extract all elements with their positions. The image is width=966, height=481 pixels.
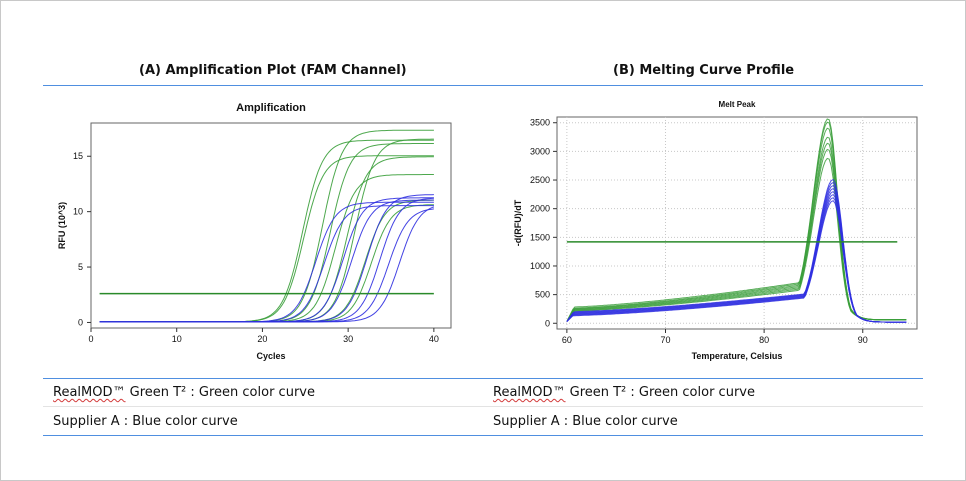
brand-name: RealMOD™ <box>493 385 566 400</box>
y-tick-label: 15 <box>73 151 83 161</box>
y-tick-label: 1500 <box>530 232 550 242</box>
y-axis-label: -d(RFU)/dT <box>513 199 523 246</box>
header-rule <box>43 85 923 86</box>
blue-melt-curve <box>566 200 907 323</box>
x-tick-label: 40 <box>429 334 439 344</box>
y-tick-label: 3500 <box>530 118 550 128</box>
x-tick-label: 90 <box>858 335 868 345</box>
y-tick-label: 2500 <box>530 175 550 185</box>
legend-green-text: Green T² : Green color curve <box>125 385 315 400</box>
green-melt-curve <box>566 157 907 322</box>
x-tick-label: 0 <box>88 334 93 344</box>
x-tick-label: 30 <box>343 334 353 344</box>
legend-green-left: RealMOD™ Green T² : Green color curve <box>53 385 315 400</box>
legend-blue-left: Supplier A : Blue color curve <box>53 414 238 429</box>
legend-blue-right: Supplier A : Blue color curve <box>493 414 678 429</box>
chart-title: Melt Peak <box>719 100 756 109</box>
x-tick-label: 70 <box>660 335 670 345</box>
y-tick-label: 2000 <box>530 204 550 214</box>
y-tick-label: 5 <box>78 262 83 272</box>
y-tick-label: 500 <box>535 290 550 300</box>
plot-area <box>90 122 452 329</box>
panel-a-title: (A) Amplification Plot (FAM Channel) <box>139 63 407 78</box>
x-axis-label: Temperature, Celsius <box>692 351 783 361</box>
legend-bottom-rule <box>43 435 923 436</box>
y-tick-label: 0 <box>545 318 550 328</box>
x-tick-label: 20 <box>257 334 267 344</box>
y-tick-label: 10 <box>73 207 83 217</box>
y-tick-label: 0 <box>78 317 83 327</box>
legend-mid-rule <box>43 406 923 407</box>
y-tick-label: 3000 <box>530 146 550 156</box>
melt-peak-chart: Melt Peak 60 70 80 90 0 500 1000 1500 2000 2500 300… <box>513 100 918 361</box>
legend-green-text: Green T² : Green color curve <box>565 385 755 400</box>
x-axis-label: Cycles <box>256 351 285 361</box>
legend-green-right: RealMOD™ Green T² : Green color curve <box>493 385 755 400</box>
brand-name: RealMOD™ <box>53 385 126 400</box>
blue-amplification-curve <box>99 206 435 323</box>
y-tick-label: 1000 <box>530 261 550 271</box>
panel-b-title: (B) Melting Curve Profile <box>613 63 795 78</box>
x-tick-label: 10 <box>172 334 182 344</box>
legend-top-rule <box>43 378 923 379</box>
x-tick-label: 60 <box>562 335 572 345</box>
y-axis-label: RFU (10^3) <box>57 202 67 249</box>
amplification-chart: Amplification 0 10 20 30 40 0 5 10 15 Cycles RFU (1… <box>57 102 452 361</box>
x-tick-label: 80 <box>759 335 769 345</box>
chart-title: Amplification <box>236 102 306 114</box>
